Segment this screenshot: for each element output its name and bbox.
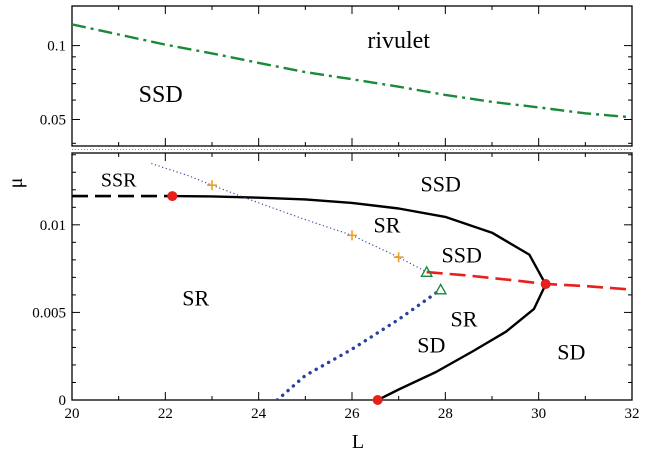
- y-tick-label: 0.05: [40, 113, 66, 129]
- y-tick-label: 0: [59, 393, 67, 409]
- region-label: SSD: [441, 242, 481, 267]
- y-tick-label: 0.005: [32, 305, 66, 321]
- x-tick-label: 26: [345, 406, 361, 422]
- region-label: SR: [182, 285, 209, 310]
- x-tick-label: 20: [65, 406, 80, 422]
- region-label: SSD: [139, 82, 183, 108]
- plot-frame: [71, 5, 633, 147]
- region-label: SD: [417, 333, 445, 358]
- marker-triangle: [420, 265, 434, 277]
- x-tick-label: 32: [625, 406, 640, 422]
- x-tick-label: 24: [251, 406, 267, 422]
- region-label: rivulet: [367, 28, 430, 54]
- y-axis-label: μ: [5, 178, 27, 189]
- y-tick-label: 0.1: [47, 39, 66, 55]
- series-line: [172, 194, 547, 400]
- region-label: SR: [451, 306, 478, 331]
- series-line: [426, 270, 632, 291]
- marker-plus: [393, 252, 404, 263]
- marker-point: [167, 191, 178, 202]
- x-tick-label: 30: [531, 406, 546, 422]
- x-axis-label: L: [352, 431, 364, 453]
- region-label: SD: [557, 340, 585, 365]
- series-group: [72, 162, 632, 400]
- marker-point: [372, 395, 383, 405]
- marker-point: [540, 279, 551, 290]
- series-line: [275, 287, 443, 400]
- region-label: SSR: [101, 169, 137, 191]
- region-label: SR: [374, 213, 401, 238]
- marker-triangle: [434, 282, 448, 295]
- y-tick-label: 0.01: [40, 218, 66, 234]
- top-panel: 0.1 0.05 rivulet SSD: [40, 5, 633, 147]
- plot-frame: [71, 152, 633, 401]
- marker-plus: [347, 230, 357, 241]
- x-tick-label: 28: [438, 406, 453, 422]
- x-tick-label: 22: [158, 406, 173, 422]
- region-label: SSD: [420, 172, 460, 197]
- marker-plus: [207, 180, 217, 191]
